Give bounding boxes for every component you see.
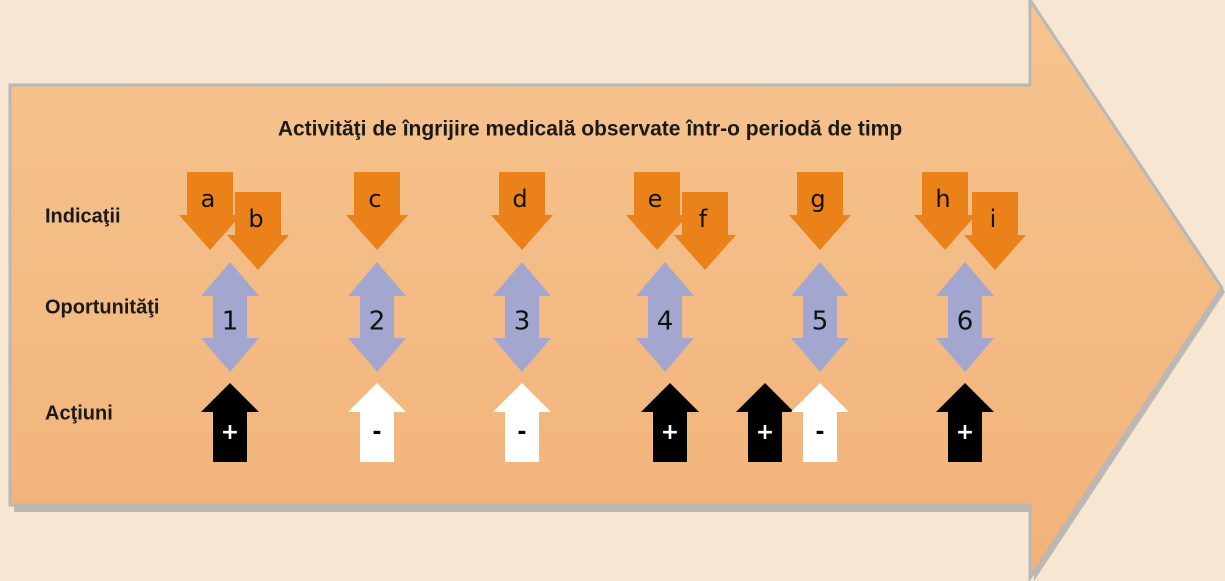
indication-arrow [789, 172, 851, 250]
big-arrow [8, 0, 1224, 581]
indication-arrow [674, 192, 736, 270]
action-arrow [201, 383, 259, 462]
indication-arrow [626, 172, 688, 250]
opportunity-arrow [936, 262, 994, 372]
opportunity-label: 6 [957, 307, 974, 337]
indication-label: h [935, 185, 950, 213]
indication-arrow [964, 192, 1026, 270]
action-arrow [936, 383, 994, 462]
action-sign: - [815, 420, 824, 445]
action-arrow [493, 383, 551, 462]
indication-label: a [201, 185, 216, 213]
row-label: Indicaţii [45, 205, 121, 227]
action-arrow [641, 383, 699, 462]
indication-arrow [346, 172, 408, 250]
opportunity-label: 3 [514, 307, 531, 337]
indication-label: i [990, 205, 997, 233]
indication-label: b [248, 205, 263, 233]
opportunity-arrow [493, 262, 551, 372]
action-arrow [348, 383, 406, 462]
opportunity-arrow [201, 262, 259, 372]
indication-label: e [648, 185, 663, 213]
indication-arrow [491, 172, 553, 250]
indication-arrow [914, 172, 976, 250]
action-arrow [736, 383, 794, 462]
opportunity-label: 2 [369, 307, 386, 337]
action-sign: + [221, 420, 239, 445]
action-sign: + [661, 420, 679, 445]
title: Activităţi de îngrijire medicală observa… [278, 118, 902, 141]
opportunity-label: 5 [812, 307, 829, 337]
indication-label: c [368, 185, 381, 213]
indication-label: f [699, 205, 708, 233]
action-sign: + [956, 420, 974, 445]
opportunity-label: 1 [222, 307, 239, 337]
opportunity-arrow [348, 262, 406, 372]
action-sign: - [517, 420, 526, 445]
indication-label: g [810, 185, 825, 213]
indication-label: d [512, 185, 527, 213]
indication-arrow [179, 172, 241, 250]
action-sign: + [756, 420, 774, 445]
row-label: Acţiuni [45, 402, 113, 424]
action-sign: - [372, 420, 381, 445]
row-label: Oportunităţi [45, 296, 159, 318]
opportunity-label: 4 [657, 307, 674, 337]
action-arrow [791, 383, 849, 462]
opportunity-arrow [636, 262, 694, 372]
opportunity-arrow [791, 262, 849, 372]
indication-arrow [227, 192, 289, 270]
